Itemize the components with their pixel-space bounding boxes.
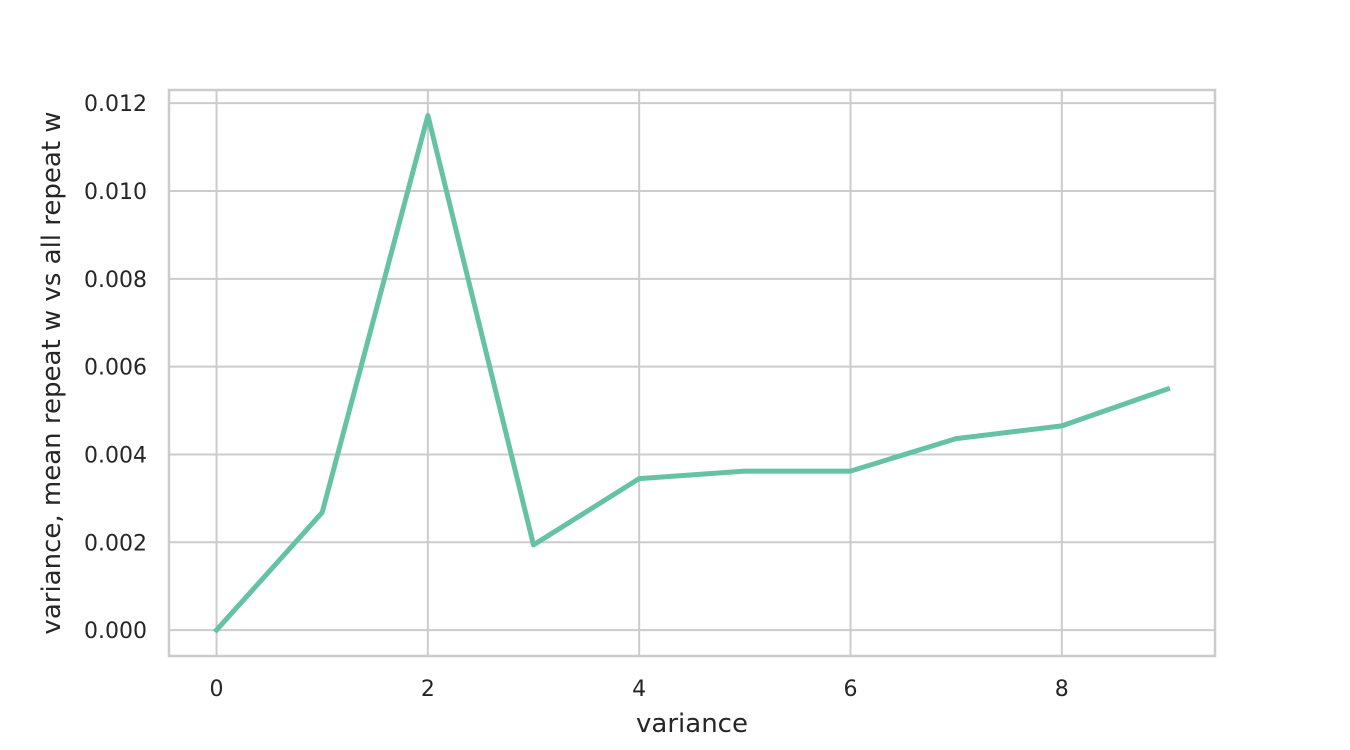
x-tick-labels: 0 2 4 6 8 xyxy=(210,677,1069,702)
y-tick-label: 0.000 xyxy=(84,619,147,644)
y-tick-label: 0.006 xyxy=(84,356,147,381)
data-point xyxy=(744,470,746,472)
data-point xyxy=(427,114,429,116)
y-axis-title: variance, mean repeat w vs all repeat w xyxy=(37,111,67,634)
y-tick-label: 0.010 xyxy=(84,180,147,205)
series-layer xyxy=(212,113,1171,634)
y-tick-labels: 0.000 0.002 0.004 0.006 0.008 0.010 0.012 xyxy=(84,92,147,644)
y-tick-label: 0.002 xyxy=(84,531,147,556)
data-point xyxy=(1061,425,1063,427)
x-tick-label: 8 xyxy=(1055,677,1069,702)
data-point xyxy=(638,478,640,480)
data-point xyxy=(849,470,851,472)
plot-frame xyxy=(167,88,1217,658)
data-point xyxy=(321,511,323,513)
data-point xyxy=(955,438,957,440)
x-tick-label: 4 xyxy=(632,677,646,702)
data-point xyxy=(1166,388,1168,390)
y-tick-label: 0.008 xyxy=(84,268,147,293)
series-line xyxy=(212,113,1171,634)
x-axis-title: variance xyxy=(636,709,748,739)
y-tick-label: 0.012 xyxy=(84,92,147,117)
x-tick-label: 0 xyxy=(210,677,224,702)
data-point xyxy=(216,629,218,631)
grid-lines xyxy=(169,90,1215,656)
x-tick-label: 6 xyxy=(843,677,857,702)
x-tick-label: 2 xyxy=(421,677,435,702)
data-point xyxy=(533,544,535,546)
y-tick-label: 0.004 xyxy=(84,443,147,468)
